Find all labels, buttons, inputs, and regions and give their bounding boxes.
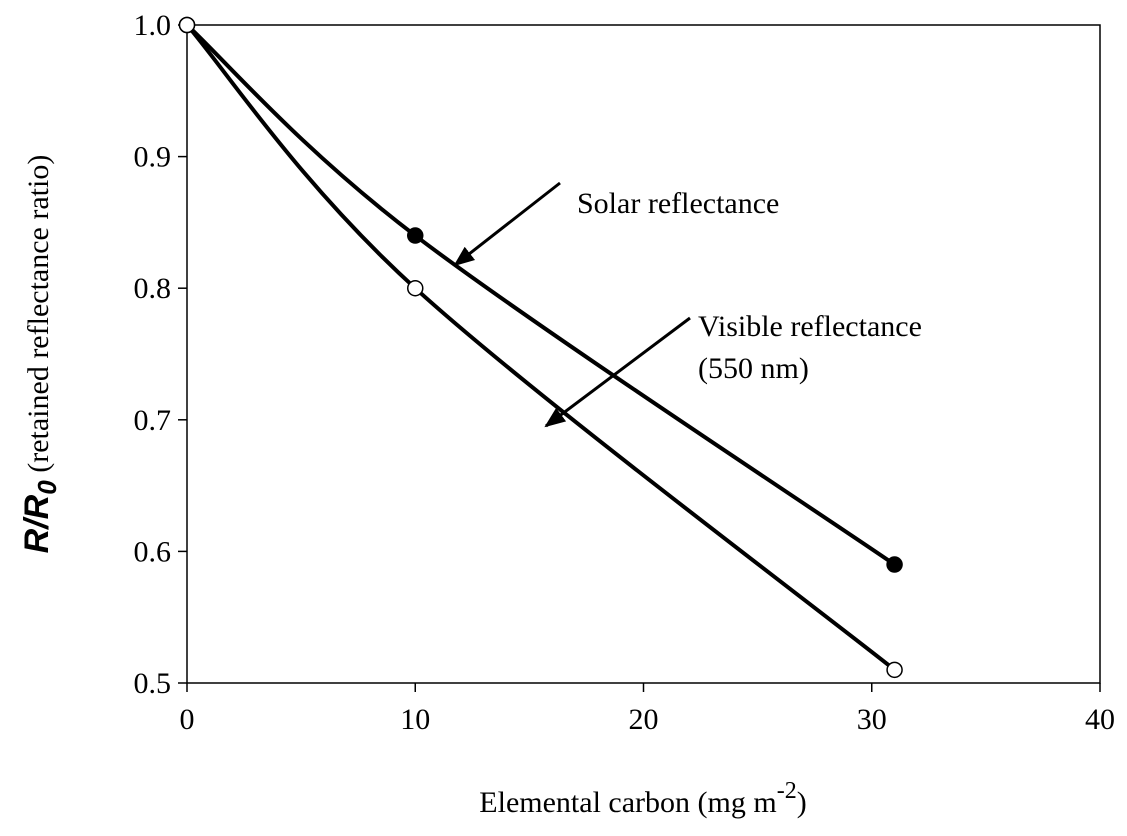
x-tick-label: 30 xyxy=(857,703,887,736)
marker xyxy=(407,227,424,244)
y-tick-label: 1.0 xyxy=(134,9,172,42)
x-label-sup: -2 xyxy=(777,778,797,804)
marker xyxy=(886,556,903,573)
annotation: Visible reflectance xyxy=(698,310,922,343)
line xyxy=(185,23,896,567)
marker xyxy=(886,661,903,679)
y-tick-label: 0.7 xyxy=(134,404,172,437)
x-label-end: ) xyxy=(797,786,807,819)
x-label-text: Elemental carbon (mg m xyxy=(479,786,776,819)
y-tick-label: 0.6 xyxy=(134,535,172,568)
y-tick-label: 0.8 xyxy=(134,272,172,305)
x-axis-label: Elemental carbon (mg m-2) xyxy=(479,778,806,819)
y-tick-label: 0.5 xyxy=(134,667,172,700)
arrow xyxy=(544,316,691,428)
x-tick-label: 10 xyxy=(400,703,430,736)
line xyxy=(185,23,896,672)
x-tick-label: 40 xyxy=(1085,703,1115,736)
y-label-sub: 0 xyxy=(32,480,62,495)
y-label-rest: (retained reflectance ratio) xyxy=(22,155,55,481)
y-tick-label: 0.9 xyxy=(134,141,172,174)
annotation: (550 nm) xyxy=(698,352,809,385)
x-tick-label: 0 xyxy=(180,703,195,736)
marker xyxy=(407,279,424,297)
marker xyxy=(178,16,196,34)
y-label-main: R/R xyxy=(18,494,56,553)
y-axis-label: R/R0 (retained reflectance ratio) xyxy=(18,155,62,554)
annotation: Solar reflectance xyxy=(577,187,779,220)
x-tick-label: 20 xyxy=(629,703,659,736)
arrow xyxy=(453,181,561,267)
